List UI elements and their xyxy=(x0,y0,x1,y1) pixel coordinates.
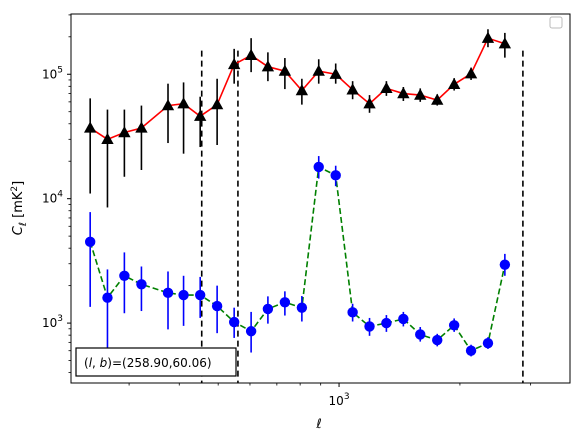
series-0-marker-21 xyxy=(447,77,461,90)
series-1-marker-2 xyxy=(119,270,130,281)
series-0-marker-17 xyxy=(380,81,393,94)
series-0-marker-18 xyxy=(397,87,410,99)
y-axis-label: Cℓ [mK2] xyxy=(10,181,29,235)
series-0-marker-14 xyxy=(329,67,342,79)
series-1-marker-24 xyxy=(499,259,511,270)
series-0-marker-7 xyxy=(210,98,224,110)
series-1-marker-4 xyxy=(162,287,174,299)
series-0-marker-3 xyxy=(135,121,148,133)
series-0-marker-19 xyxy=(414,88,427,100)
series-1-marker-20 xyxy=(432,334,443,346)
series-1-marker-22 xyxy=(465,345,477,356)
x-axis-label: ℓ xyxy=(315,417,321,432)
series-0-marker-11 xyxy=(278,64,292,76)
legend-box xyxy=(549,16,563,29)
annotation-box: (l, b)=(258.90,60.06) xyxy=(75,347,237,377)
series-0 xyxy=(84,29,512,208)
series-1-marker-9 xyxy=(245,326,257,337)
annotation-text: (l, b)=(258.90,60.06) xyxy=(84,356,212,370)
series-1-marker-10 xyxy=(262,303,274,315)
annotation-frame xyxy=(75,347,237,377)
series-0-marker-12 xyxy=(295,84,309,96)
series-0-marker-4 xyxy=(161,99,175,111)
series-0-marker-23 xyxy=(481,31,495,43)
series-1-marker-3 xyxy=(136,279,147,290)
labels: ℓ Cℓ [mK2] xyxy=(10,181,322,432)
series-1-marker-0 xyxy=(84,236,96,248)
series-0-marker-10 xyxy=(261,60,275,72)
series-0-marker-5 xyxy=(177,97,190,109)
series-1-marker-1 xyxy=(102,292,113,303)
plot-area xyxy=(84,29,524,383)
series-1-marker-7 xyxy=(211,300,223,312)
series-0-marker-0 xyxy=(84,121,97,133)
series-1-marker-16 xyxy=(364,321,375,332)
series-0-marker-1 xyxy=(101,132,114,144)
series-1-marker-13 xyxy=(313,161,324,173)
series-0-marker-20 xyxy=(431,93,444,105)
series-1-marker-8 xyxy=(228,316,240,328)
series-1-marker-6 xyxy=(194,289,206,301)
legend xyxy=(549,16,563,29)
series-1-marker-15 xyxy=(347,307,358,318)
series-1-marker-23 xyxy=(482,337,494,349)
series-0-marker-24 xyxy=(498,37,512,49)
series-1-marker-18 xyxy=(398,313,409,325)
series-0-marker-8 xyxy=(227,57,241,70)
series-0-marker-22 xyxy=(464,67,478,79)
series-0-marker-9 xyxy=(244,48,258,60)
series-1-marker-14 xyxy=(330,170,341,181)
series-1-marker-5 xyxy=(178,289,189,301)
series-0-marker-15 xyxy=(346,83,359,95)
series-0-marker-16 xyxy=(363,97,376,109)
series-1-marker-12 xyxy=(296,302,308,313)
series-0-marker-6 xyxy=(194,109,207,121)
series-1-marker-11 xyxy=(279,297,291,308)
series-0-marker-13 xyxy=(312,64,325,76)
series-1-marker-17 xyxy=(381,317,392,329)
series-1-marker-21 xyxy=(448,320,460,331)
series-1 xyxy=(84,156,511,357)
series-1-marker-19 xyxy=(415,329,426,340)
series-0-marker-2 xyxy=(118,126,131,138)
